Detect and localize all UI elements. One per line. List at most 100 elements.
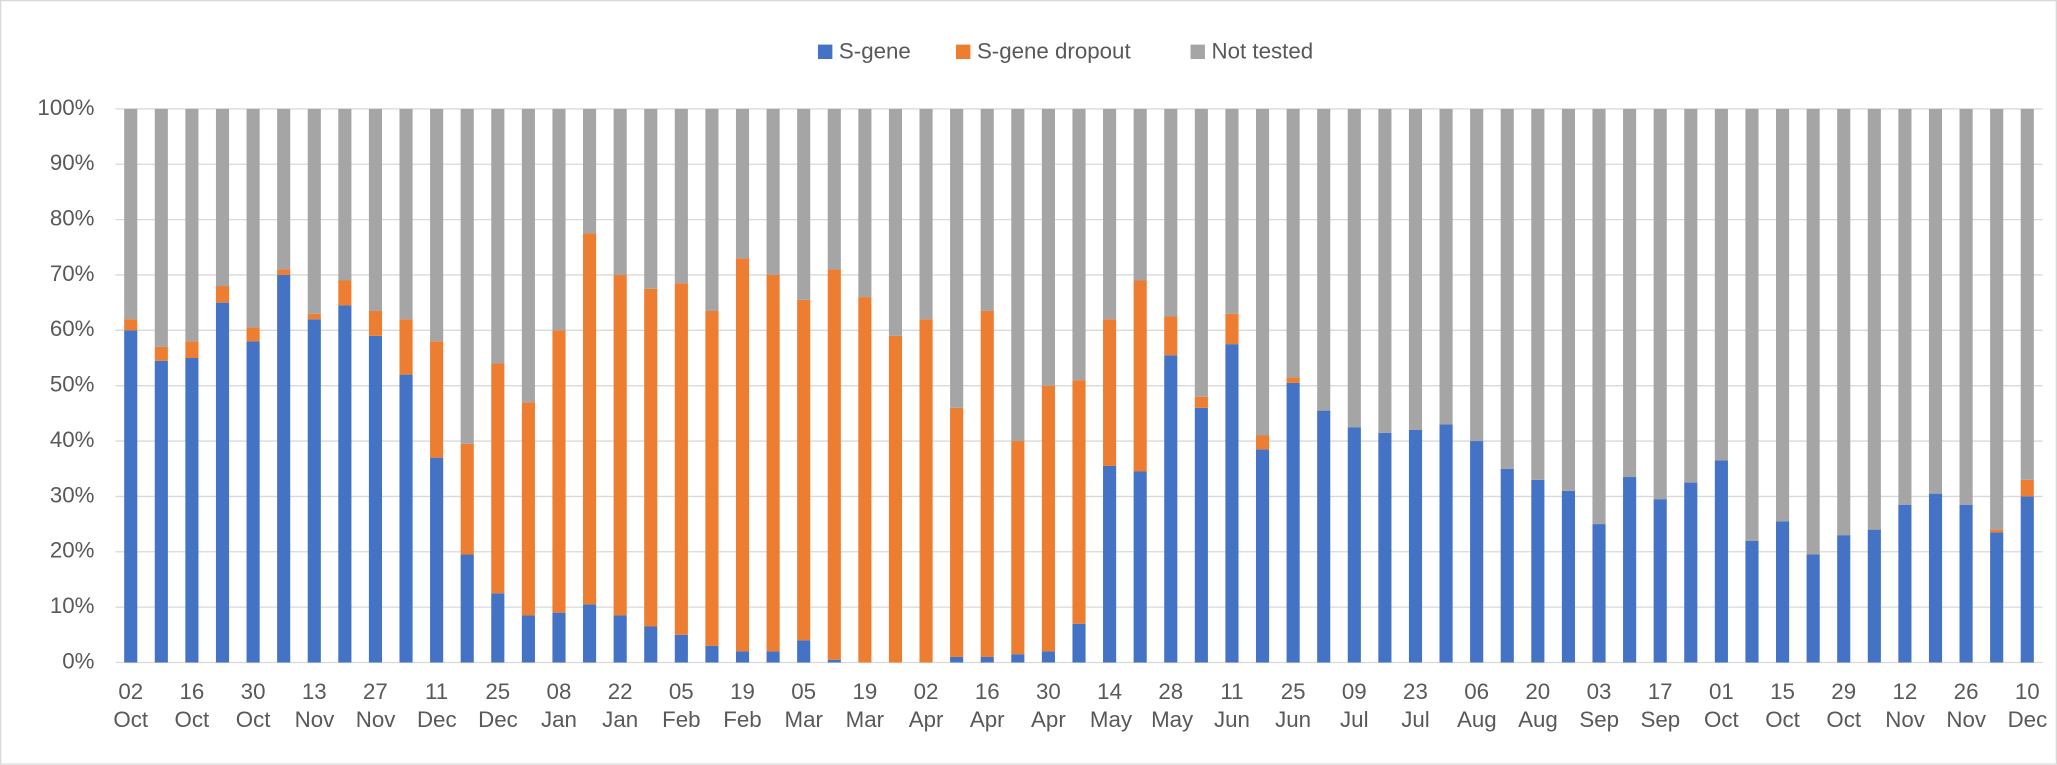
legend-label: Not tested (1212, 38, 1314, 63)
x-tick-label: 09 Jul (1340, 679, 1369, 733)
bar-segment (1103, 319, 1117, 466)
bar-segment (246, 341, 260, 663)
x-tick-label: 01 Oct (1704, 679, 1739, 733)
bar-segment (735, 108, 750, 259)
x-tick-label: 08 Jan (540, 679, 577, 733)
bar-segment (1378, 108, 1392, 433)
bar-segment (338, 108, 352, 281)
x-tick-label: 13 Nov (294, 679, 335, 733)
bar-segment (154, 360, 168, 663)
x-tick-label: 16 Apr (969, 679, 1005, 733)
bar-segment (185, 358, 199, 663)
x-tick-label: 03 Sep (1579, 679, 1620, 733)
bar-segment (1011, 108, 1025, 442)
bar-segment (1011, 441, 1025, 655)
bar-segment (1928, 108, 1943, 494)
x-tick-label: 17 Sep (1640, 679, 1681, 733)
x-tick-label: 29 Oct (1826, 679, 1862, 733)
bar-segment (1592, 524, 1606, 663)
bar-segment (919, 108, 933, 320)
bar-segment (154, 108, 168, 347)
bar-segment (1531, 479, 1545, 663)
bar-segment (246, 327, 260, 342)
bar-segment (1775, 521, 1790, 663)
bar-segment (521, 108, 535, 403)
bar-segment (368, 335, 383, 663)
bar-segment (735, 651, 750, 663)
bar-segment (613, 274, 627, 616)
bar-segment (1775, 108, 1790, 522)
bar-segment (460, 554, 474, 663)
x-tick-label: 11 Dec (416, 679, 457, 733)
bar-segment (215, 286, 230, 303)
legend-label: S-gene dropout (977, 38, 1132, 63)
bar-segment (1317, 108, 1331, 411)
bar-segment (277, 274, 291, 663)
bar-segment (521, 615, 535, 663)
bar-segment (1103, 465, 1117, 663)
bar-segment (888, 335, 903, 663)
bar-segment (674, 108, 688, 284)
bar-segment (368, 108, 383, 311)
bar-segment (185, 108, 199, 342)
bar-segment (1286, 382, 1300, 663)
bar-segment (1684, 482, 1698, 663)
bar-segment (307, 319, 321, 663)
bar-segment (613, 108, 627, 275)
x-tick-label: 20 Aug (1518, 679, 1558, 733)
bar-segment (1439, 424, 1453, 663)
bar-segment (644, 108, 658, 289)
bar-segment (1592, 108, 1606, 525)
bar-segment (1653, 499, 1667, 663)
y-tick-label: 90% (50, 150, 95, 175)
bar-segment (430, 457, 444, 663)
bar-segment (1072, 623, 1086, 663)
bar-segment (1225, 344, 1239, 663)
x-tick-label: 26 Nov (1946, 679, 1987, 733)
bar-segment (1378, 432, 1392, 663)
x-tick-label: 30 Oct (235, 679, 271, 733)
bar-segment (1133, 280, 1147, 472)
bar-segment (1133, 471, 1147, 663)
bar-segment (858, 108, 872, 298)
bar-segment (583, 604, 597, 663)
bar-segment (399, 374, 413, 663)
bar-segment (430, 341, 444, 458)
bar-segment (1714, 460, 1728, 663)
bar-segment (1164, 355, 1178, 663)
bar-segment (1806, 554, 1820, 663)
bar-segment (1531, 108, 1545, 480)
bar-segment (1714, 108, 1728, 461)
bar-segment (460, 443, 474, 555)
y-tick-label: 50% (50, 372, 95, 397)
bar-segment (399, 108, 413, 320)
x-tick-label: 27 Nov (355, 679, 396, 733)
bar-segment (1255, 108, 1270, 436)
bar-segment (980, 310, 994, 657)
x-tick-label: 30 Apr (1031, 679, 1066, 733)
x-tick-label: 02 Oct (113, 679, 149, 733)
bar-segment (827, 269, 841, 660)
bar-segment (124, 108, 138, 320)
bar-segment (2020, 479, 2034, 497)
bar-segment (2020, 496, 2034, 663)
bar-segment (1898, 108, 1912, 505)
bar-segment (1164, 108, 1178, 317)
bar-segment (399, 319, 413, 375)
bar-segment (827, 108, 841, 270)
bar-segment (1439, 108, 1453, 425)
bar-segment (1194, 396, 1208, 408)
bar-segment (1837, 108, 1851, 536)
bar-segment (1347, 427, 1361, 663)
bar-segment (644, 626, 658, 663)
bar-segment (705, 108, 719, 311)
bar-segment (338, 305, 352, 663)
bar-segment (1500, 108, 1514, 469)
bar-segment (1225, 313, 1239, 345)
bar-segment (2020, 108, 2034, 480)
bar-segment (674, 283, 688, 635)
x-tick-label: 06 Aug (1456, 679, 1497, 733)
bar-segment (307, 108, 321, 314)
bar-segment (1225, 108, 1239, 314)
